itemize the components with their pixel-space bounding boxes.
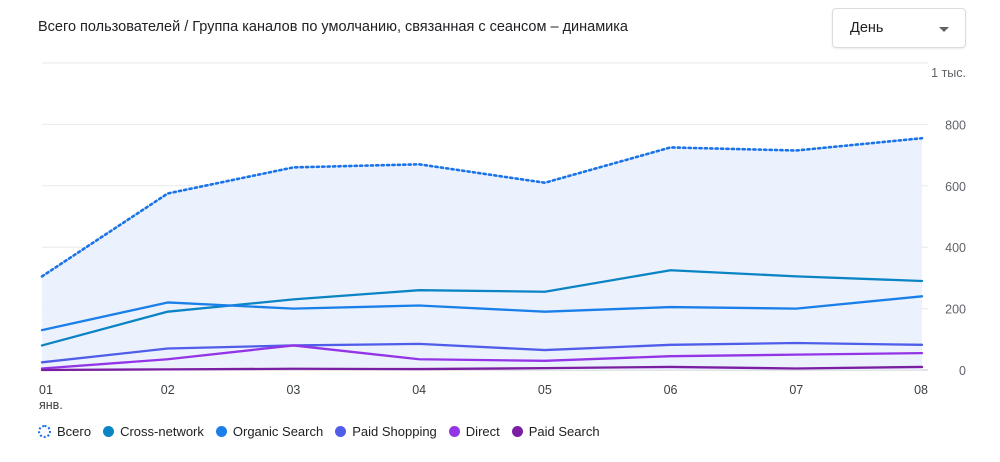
x-axis: 01 02 03 04 05 06 07 08 янв.: [39, 383, 928, 412]
x-tick-label: 03: [286, 383, 300, 397]
x-tick-label: 06: [664, 383, 678, 397]
x-tick-label: 01: [39, 383, 53, 397]
chevron-down-icon: [939, 27, 949, 32]
x-tick-label: 02: [161, 383, 175, 397]
legend-swatch-icon: [103, 426, 115, 437]
legend-label: Всего: [57, 424, 92, 439]
y-tick-label: 800: [945, 118, 966, 132]
y-tick-label: 0: [959, 364, 966, 378]
legend-swatch-icon: [335, 426, 347, 437]
legend-item[interactable]: Paid Shopping: [335, 424, 437, 439]
legend-label: Direct: [465, 424, 500, 439]
legend-item[interactable]: Paid Search: [511, 424, 600, 439]
legend-swatch-icon: [215, 426, 227, 437]
chart-areas: [42, 138, 922, 370]
x-tick-label: 08: [914, 383, 928, 397]
series-line-0[interactable]: [40, 136, 924, 278]
legend-label: Organic Search: [232, 424, 324, 439]
y-tick-label: 200: [945, 303, 966, 317]
x-axis-month-label: янв.: [39, 398, 63, 412]
legend-item[interactable]: Cross-network: [103, 424, 204, 439]
y-axis: 0 200 400 600 800 1 тыс.: [931, 66, 966, 378]
chart-lines: [40, 136, 924, 372]
legend-swatch-icon: [511, 426, 523, 437]
chart-title: Всего пользователей / Группа каналов по …: [38, 19, 628, 35]
y-tick-label: 1 тыс.: [931, 66, 966, 80]
series-area-0: [42, 138, 922, 370]
series-line-5[interactable]: [40, 365, 924, 372]
x-tick-label: 07: [789, 383, 803, 397]
legend-item[interactable]: Organic Search: [215, 424, 324, 439]
legend-item[interactable]: Всего: [38, 424, 91, 439]
legend-swatch-icon: [38, 425, 51, 438]
series-line-4[interactable]: [40, 344, 924, 370]
legend-swatch-icon: [448, 426, 460, 437]
granularity-dropdown[interactable]: День: [832, 8, 966, 48]
series-line-1[interactable]: [40, 269, 924, 347]
legend-label: Cross-network: [120, 424, 204, 439]
legend-label: Paid Shopping: [352, 424, 437, 439]
y-tick-label: 400: [945, 241, 966, 255]
legend-item[interactable]: Direct: [448, 424, 500, 439]
series-line-3[interactable]: [40, 341, 924, 364]
x-tick-label: 04: [412, 383, 426, 397]
y-tick-label: 600: [945, 180, 966, 194]
x-tick-label: 05: [538, 383, 552, 397]
series-line-2[interactable]: [40, 295, 924, 332]
chart-legend: Всего Cross-network Organic Search Paid Sho…: [38, 424, 612, 439]
legend-label: Paid Search: [528, 424, 600, 439]
granularity-dropdown-value: День: [850, 20, 884, 36]
